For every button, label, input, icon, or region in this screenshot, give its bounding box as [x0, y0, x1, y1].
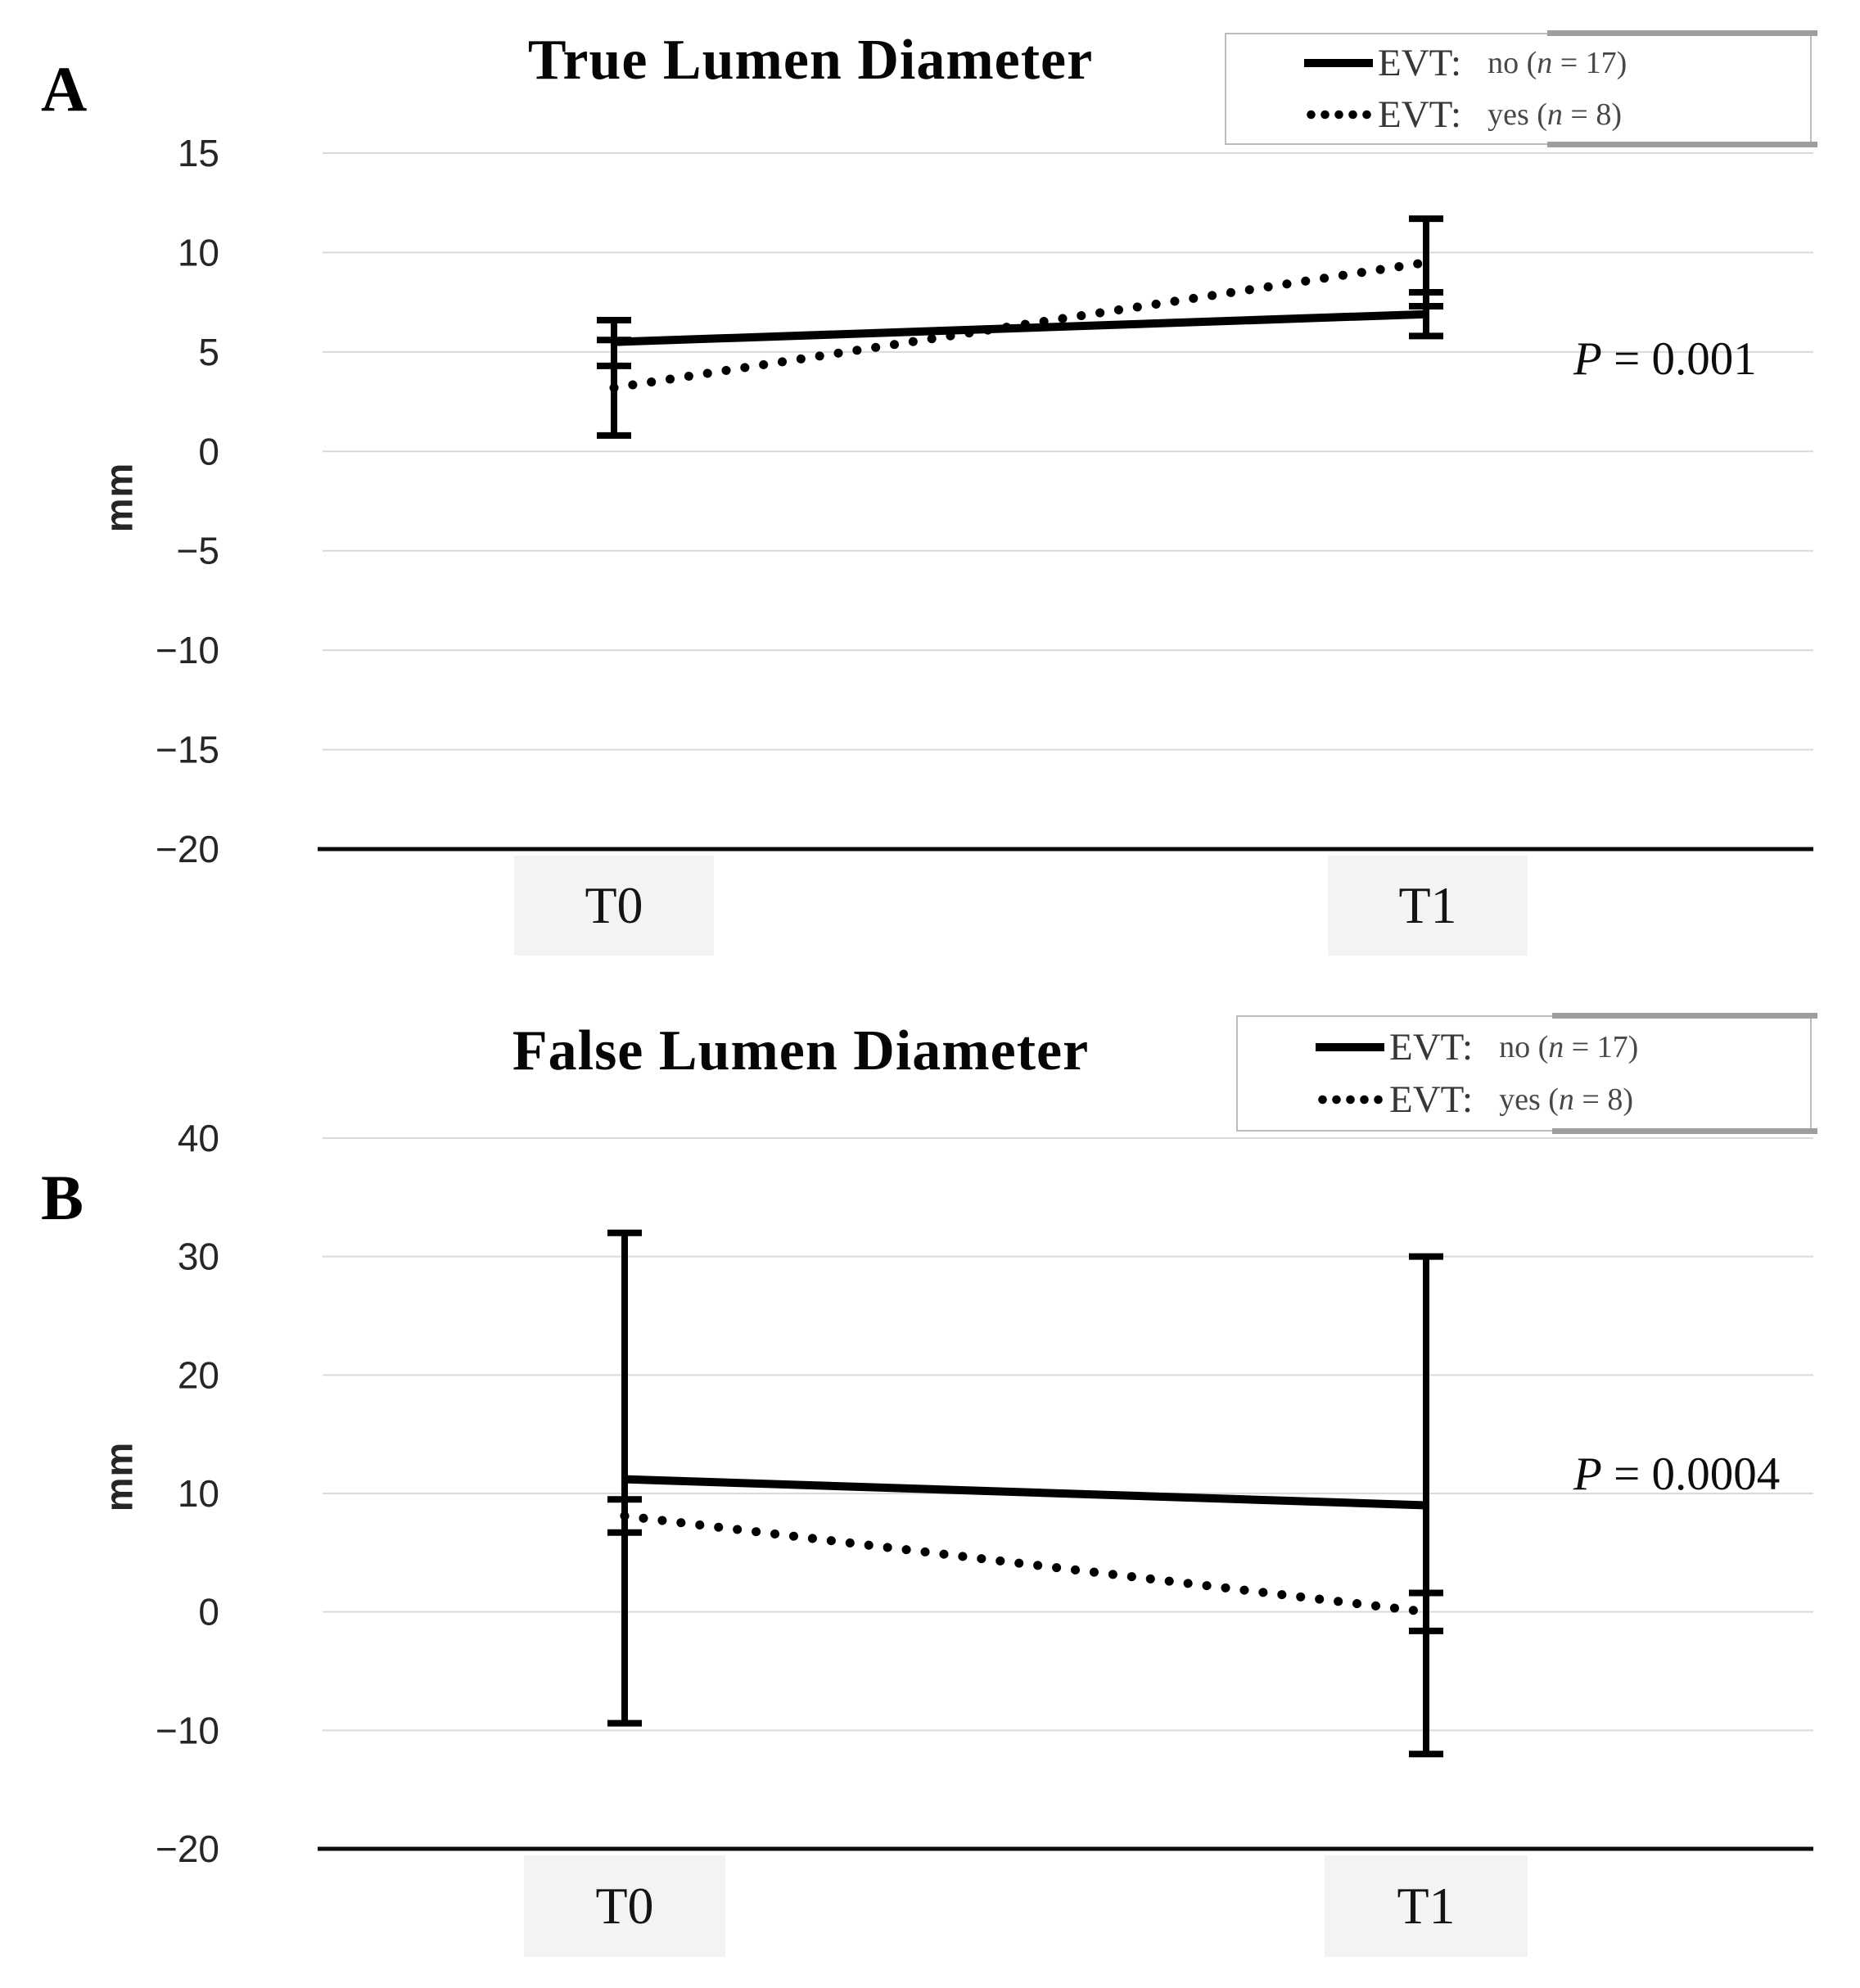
- series-line-solid: [624, 1475, 1427, 1510]
- dotted-line-swatch: [1304, 109, 1373, 120]
- y-tick-label: −20: [156, 1828, 219, 1870]
- chart-a-y-axis-label: mm: [97, 462, 141, 532]
- legend-item-evt-yes: EVT: yes (n = 8): [1304, 93, 1810, 137]
- solid-line-swatch: [1316, 1043, 1384, 1051]
- y-tick-label: 40: [178, 1117, 219, 1159]
- y-tick-label: −10: [156, 1709, 219, 1751]
- y-tick-label: 5: [198, 331, 219, 373]
- panel-a-label: A: [41, 53, 88, 124]
- y-tick-label: −20: [156, 828, 219, 870]
- legend-item-evt-yes: EVT: yes (n = 8): [1316, 1078, 1810, 1122]
- dotted-line-swatch: [1316, 1095, 1384, 1105]
- solid-line-swatch: [1304, 59, 1373, 68]
- chart-a-legend: EVT: no (n = 17) EVT: yes (n = 8): [1225, 30, 1817, 147]
- legend-series-prefix: EVT:: [1378, 93, 1462, 136]
- legend-series-value: no (n = 17): [1499, 1030, 1639, 1064]
- y-tick-label: −15: [156, 729, 219, 771]
- chart-a-title: True Lumen Diameter: [527, 29, 1094, 92]
- legend-item-evt-no: EVT: no (n = 17): [1316, 1025, 1810, 1069]
- chart-b-x-label-t0: T0: [524, 1855, 725, 1957]
- legend-series-prefix: EVT:: [1389, 1078, 1474, 1121]
- series-line-dotted: [609, 258, 1431, 393]
- series-line-solid: [613, 309, 1427, 346]
- chart-a-p-value: P = 0.001: [1573, 333, 1757, 385]
- y-tick-label: 15: [178, 132, 219, 174]
- y-tick-label: 20: [178, 1353, 219, 1396]
- legend-series-value: yes (n = 8): [1499, 1082, 1633, 1117]
- y-tick-label: −5: [177, 530, 219, 572]
- series-line-dotted: [620, 1511, 1431, 1617]
- y-tick-label: 10: [178, 231, 219, 273]
- y-tick-label: −10: [156, 629, 219, 671]
- chart-b-p-value: P = 0.0004: [1573, 1448, 1781, 1500]
- legend-series-prefix: EVT:: [1389, 1026, 1474, 1069]
- legend-item-evt-no: EVT: no (n = 17): [1304, 41, 1810, 85]
- chart-b-title: False Lumen Diameter: [512, 1019, 1090, 1082]
- y-tick-label: 0: [198, 430, 219, 472]
- chart-a-x-label-t1: T1: [1328, 856, 1528, 956]
- chart-b-legend: EVT: no (n = 17) EVT: yes (n = 8): [1236, 1013, 1817, 1134]
- legend-series-value: yes (n = 8): [1488, 97, 1622, 132]
- panel-b-label: B: [41, 1162, 84, 1233]
- y-tick-label: 10: [178, 1472, 219, 1515]
- chart-b-x-label-t1: T1: [1325, 1855, 1528, 1957]
- chart-b-y-axis-label: mm: [97, 1441, 141, 1511]
- legend-series-value: no (n = 17): [1488, 46, 1628, 81]
- chart-a-x-label-t0: T0: [514, 856, 714, 956]
- legend-series-prefix: EVT:: [1378, 42, 1462, 85]
- y-tick-label: 0: [198, 1591, 219, 1633]
- y-tick-label: 30: [178, 1236, 219, 1278]
